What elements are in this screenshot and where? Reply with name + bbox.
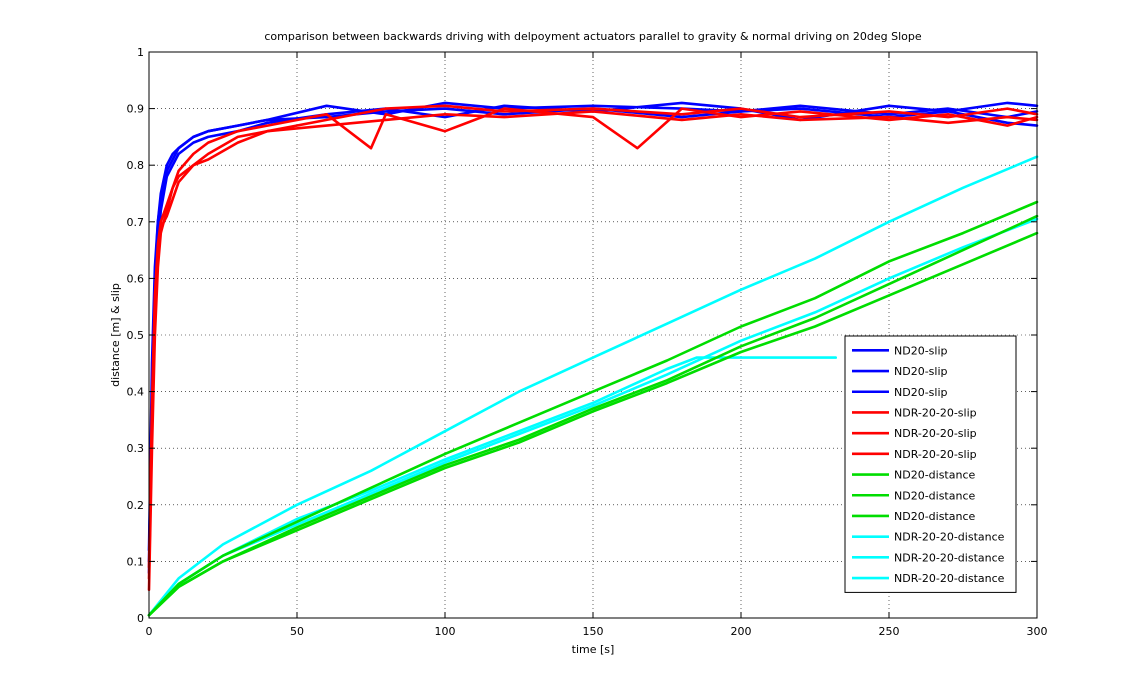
x-axis-title: time [s] <box>572 643 615 656</box>
y-tick-label: 0.4 <box>127 386 145 399</box>
x-axis-ticks: 0 50 100 150 200 250 300 <box>146 52 1048 638</box>
legend: ND20-slip ND20-slip ND20-slip NDR-20-20-sli… <box>844 335 1017 593</box>
y-tick-label: 0.7 <box>127 216 145 229</box>
y-tick-label: 0.2 <box>127 499 145 512</box>
y-tick-label: 0.6 <box>127 272 145 285</box>
y-tick-label: 1 <box>137 46 144 59</box>
y-tick-label: 0.1 <box>127 555 145 568</box>
x-tick-label: 150 <box>583 625 604 638</box>
legend-label: NDR-20-20-slip <box>894 448 977 461</box>
legend-box <box>844 335 1017 593</box>
x-tick-label: 300 <box>1027 625 1048 638</box>
series-line-ND20-distance <box>147 200 1039 617</box>
x-tick-label: 50 <box>290 625 304 638</box>
legend-label: ND20-slip <box>894 386 948 399</box>
y-axis-ticks: 0 0.1 0.2 0.3 0.4 0.5 0.6 0.7 0.8 0.9 1 <box>127 46 1037 625</box>
x-tick-label: 100 <box>435 625 456 638</box>
legend-label: NDR-20-20-distance <box>894 572 1005 585</box>
y-tick-label: 0.8 <box>127 159 145 172</box>
legend-label: ND20-distance <box>894 469 976 482</box>
y-tick-label: 0 <box>137 612 144 625</box>
y-tick-label: 0.9 <box>127 103 145 116</box>
y-axis-title: distance [m] & slip <box>109 283 122 387</box>
y-tick-label: 0.3 <box>127 442 145 455</box>
legend-label: NDR-20-20-slip <box>894 427 977 440</box>
legend-label: NDR-20-20-slip <box>894 406 977 419</box>
legend-label: ND20-distance <box>894 510 976 523</box>
series-line-ND20-distance <box>147 231 1039 617</box>
x-tick-label: 250 <box>879 625 900 638</box>
chart-title: comparison between backwards driving wit… <box>264 30 921 43</box>
legend-label: NDR-20-20-distance <box>894 551 1005 564</box>
series-lines <box>147 101 1039 617</box>
legend-label: ND20-distance <box>894 489 976 502</box>
x-tick-label: 200 <box>731 625 752 638</box>
y-tick-label: 0.5 <box>127 329 145 342</box>
series-line-NDR-20-20-distance <box>147 155 1039 617</box>
legend-label: ND20-slip <box>894 344 948 357</box>
legend-label: ND20-slip <box>894 365 948 378</box>
x-tick-label: 0 <box>146 625 153 638</box>
series-line-ND20-slip <box>147 107 1039 552</box>
series-line-NDR-20-20-slip <box>147 110 1039 569</box>
legend-label: NDR-20-20-distance <box>894 531 1005 544</box>
